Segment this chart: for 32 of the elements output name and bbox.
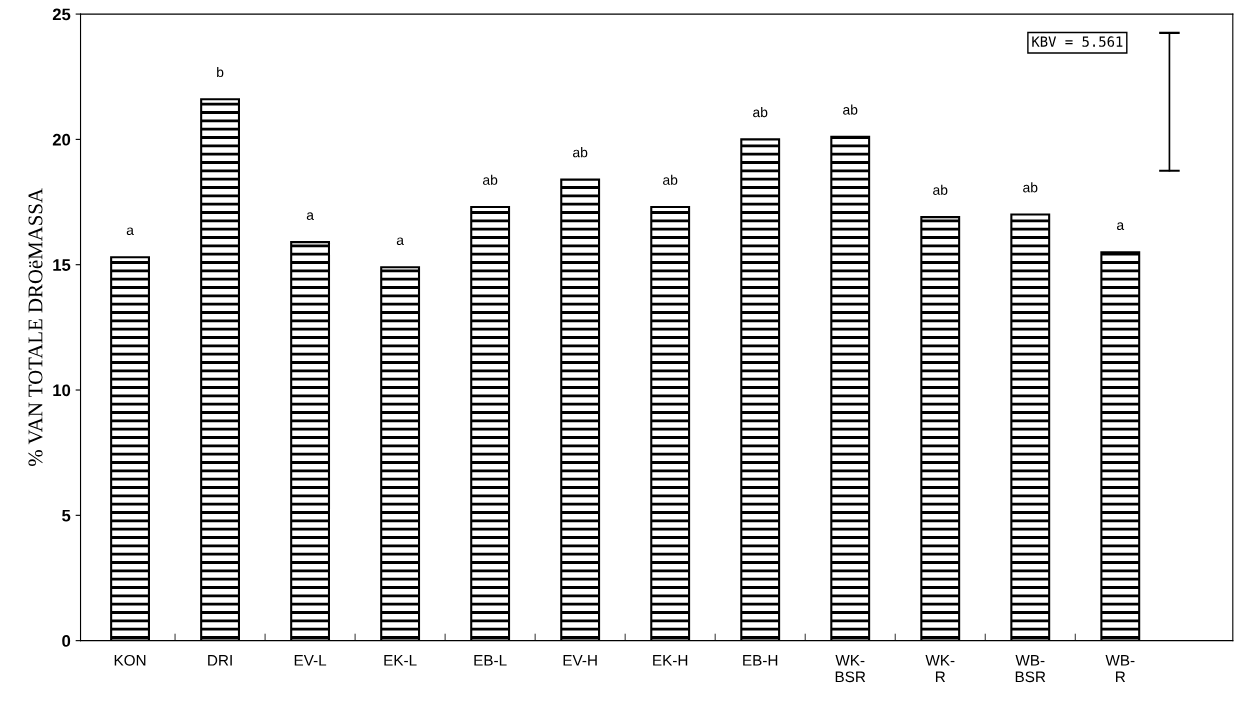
y-tick-label: 15	[53, 259, 71, 271]
annotation: ab	[843, 104, 858, 115]
y-tick-label: 10	[53, 384, 71, 397]
x-tick-label: WB- R	[1105, 655, 1135, 683]
annotation: ab	[663, 174, 678, 185]
x-tick-label: EV-H	[563, 655, 597, 666]
annotation: a	[126, 227, 134, 235]
annotation: a	[306, 212, 314, 220]
x-tick-label: EV-L	[294, 655, 327, 666]
y-tick-label: 5	[62, 509, 71, 522]
annotation: a	[396, 237, 404, 246]
annotation: ab	[483, 174, 498, 185]
annotation: KBV = 5.561	[1032, 36, 1123, 47]
x-tick-label: EB-H	[743, 655, 778, 666]
y-tick-label: 0	[62, 635, 71, 647]
y-axis-title: % VAN TOTALE DROëMASSA	[28, 188, 43, 466]
x-tick-label: WK- BSR	[835, 655, 866, 683]
y-tick-label: 20	[52, 133, 71, 146]
y-tick-label: 25	[52, 8, 71, 21]
x-tick-label: KON	[114, 654, 146, 666]
x-tick-label: EK-L	[384, 655, 417, 666]
annotation: ab	[753, 107, 768, 118]
x-tick-label: EK-H	[653, 655, 688, 666]
x-tick-label: WK- R	[925, 655, 955, 683]
annotation: ab	[573, 147, 588, 158]
x-tick-label: DRI	[208, 655, 232, 666]
x-tick-label: EB-L	[474, 655, 507, 666]
annotation: a	[1117, 222, 1125, 230]
annotation: ab	[1023, 182, 1038, 193]
annotation: b	[217, 66, 224, 78]
annotation: ab	[933, 184, 948, 195]
x-tick-label: WB- BSR	[1015, 655, 1046, 683]
